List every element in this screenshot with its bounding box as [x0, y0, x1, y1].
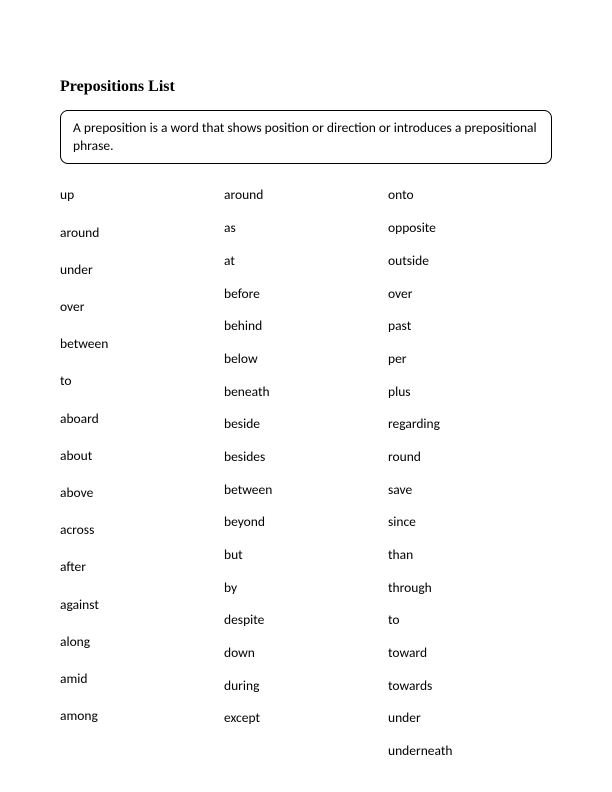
list-item: down: [224, 642, 388, 661]
list-item: behind: [224, 315, 388, 334]
list-item: around: [60, 222, 224, 241]
list-item: onto: [388, 184, 552, 203]
word-columns: up around under over between to aboard a…: [60, 184, 552, 772]
list-item: past: [388, 315, 552, 334]
list-item: after: [60, 556, 224, 575]
list-item: below: [224, 348, 388, 367]
column-2: around as at before behind below beneath…: [224, 184, 388, 772]
list-item: aboard: [60, 408, 224, 427]
list-item: regarding: [388, 413, 552, 432]
list-item: under: [388, 707, 552, 726]
list-item: than: [388, 544, 552, 563]
list-item: during: [224, 675, 388, 694]
list-item: amid: [60, 668, 224, 687]
list-item: since: [388, 511, 552, 530]
list-item: but: [224, 544, 388, 563]
list-item: beside: [224, 413, 388, 432]
list-item: between: [224, 479, 388, 498]
list-item: among: [60, 705, 224, 724]
list-item: about: [60, 445, 224, 464]
list-item: up: [60, 184, 224, 203]
definition-box: A preposition is a word that shows posit…: [60, 110, 552, 164]
list-item: above: [60, 482, 224, 501]
list-item: round: [388, 446, 552, 465]
page-title: Prepositions List: [60, 78, 552, 96]
list-item: across: [60, 519, 224, 538]
list-item: except: [224, 707, 388, 726]
list-item: to: [60, 370, 224, 389]
list-item: over: [60, 296, 224, 315]
list-item: as: [224, 217, 388, 236]
list-item: before: [224, 283, 388, 302]
list-item: between: [60, 333, 224, 352]
list-item: despite: [224, 609, 388, 628]
list-item: around: [224, 184, 388, 203]
column-3: onto opposite outside over past per plus…: [388, 184, 552, 772]
list-item: save: [388, 479, 552, 498]
list-item: beneath: [224, 381, 388, 400]
list-item: towards: [388, 675, 552, 694]
list-item: outside: [388, 250, 552, 269]
list-item: against: [60, 594, 224, 613]
definition-text: A preposition is a word that shows posit…: [73, 119, 537, 154]
list-item: opposite: [388, 217, 552, 236]
column-1: up around under over between to aboard a…: [60, 184, 224, 772]
list-item: besides: [224, 446, 388, 465]
list-item: underneath: [388, 740, 552, 759]
list-item: plus: [388, 381, 552, 400]
list-item: at: [224, 250, 388, 269]
list-item: by: [224, 577, 388, 596]
list-item: under: [60, 259, 224, 278]
list-item: per: [388, 348, 552, 367]
list-item: over: [388, 283, 552, 302]
list-item: along: [60, 631, 224, 650]
list-item: through: [388, 577, 552, 596]
list-item: beyond: [224, 511, 388, 530]
list-item: toward: [388, 642, 552, 661]
list-item: to: [388, 609, 552, 628]
